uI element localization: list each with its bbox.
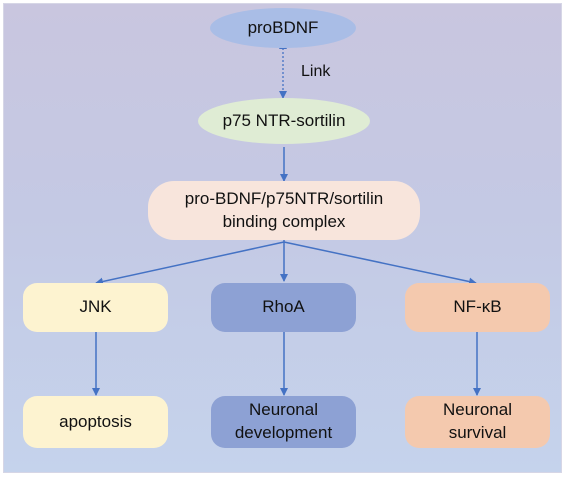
probdnf-node: proBDNF — [210, 8, 356, 48]
nf-kb-node: NF-κB — [405, 283, 550, 332]
apoptosis-node: apoptosis — [23, 396, 168, 448]
neuronal-development-node: Neuronal development — [211, 396, 356, 448]
link-label: Link — [301, 63, 331, 80]
neuronal-survival-node: Neuronal survival — [405, 396, 550, 448]
jnk-node: JNK — [23, 283, 168, 332]
rhoa-node: RhoA — [211, 283, 356, 332]
binding-complex-node: pro-BDNF/p75NTR/sortilin binding complex — [148, 181, 420, 240]
p75-ntr-sortilin-node: p75 NTR-sortilin — [198, 98, 370, 144]
arrow-complex-to-jnk — [95, 241, 285, 286]
arrow-complex-to-nfkb — [283, 241, 477, 286]
